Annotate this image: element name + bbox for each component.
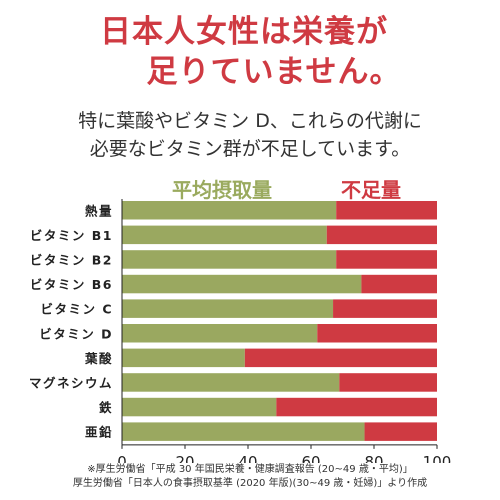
bar-deficit (339, 373, 437, 392)
bar-deficit (361, 274, 437, 294)
x-tick-label: 40 (238, 453, 257, 463)
bar-average-intake (122, 324, 318, 343)
bar-average-intake (122, 397, 277, 417)
category-label: ビタミン B6 (30, 277, 113, 292)
bar-average-intake (122, 373, 340, 392)
category-label: ビタミン B1 (30, 228, 113, 243)
bar-deficit (244, 348, 437, 368)
bar-average-intake (122, 274, 362, 294)
bar-deficit (276, 397, 437, 417)
bar-deficit (326, 225, 437, 245)
subtitle-line-1: 特に葉酸やビタミン D、これらの代謝に (78, 110, 422, 132)
bar-average-intake (122, 348, 245, 368)
category-label: ビタミン C (40, 302, 113, 317)
legend-average-intake: 平均摂取量 (172, 178, 272, 202)
bar-deficit (317, 324, 437, 343)
bar-average-intake (122, 299, 334, 318)
category-label: マグネシウム (29, 375, 113, 390)
bar-deficit (333, 299, 437, 318)
category-label: 亜鉛 (85, 425, 113, 440)
bar-average-intake (122, 250, 337, 269)
x-tick-label: 100 (423, 453, 452, 463)
legend-deficit: 不足量 (341, 178, 401, 202)
category-label: 鉄 (99, 400, 113, 415)
subtitle-line-2: 必要なビタミン群が不足しています。 (89, 138, 411, 160)
x-tick-label: 0 (117, 453, 127, 463)
footnote-line-1: ※厚生労働省「平成 30 年国民栄養・健康調査報告 (20~49 歳・平均)」 (87, 464, 413, 475)
bar-deficit (336, 201, 437, 220)
category-label: 熱量 (85, 203, 113, 218)
bar-average-intake (122, 225, 327, 245)
category-label: ビタミン D (39, 326, 113, 341)
bar-average-intake (122, 422, 365, 441)
x-tick-label: 60 (301, 453, 320, 463)
bar-average-intake (122, 201, 337, 220)
category-label: ビタミン B2 (30, 252, 113, 267)
headline-line-1: 日本人女性は栄養が (100, 14, 388, 50)
x-tick-label: 20 (175, 453, 194, 463)
bar-deficit (364, 422, 437, 441)
footnote-line-2: 厚生労働省「日本人の食事摂取基準 (2020 年版)(30~49 歳・妊婦)」よ… (72, 478, 428, 489)
x-tick-label: 80 (364, 453, 383, 463)
category-label: 葉酸 (84, 351, 113, 366)
headline-line-2: 足りていません。 (146, 54, 402, 90)
bar-deficit (336, 250, 437, 269)
